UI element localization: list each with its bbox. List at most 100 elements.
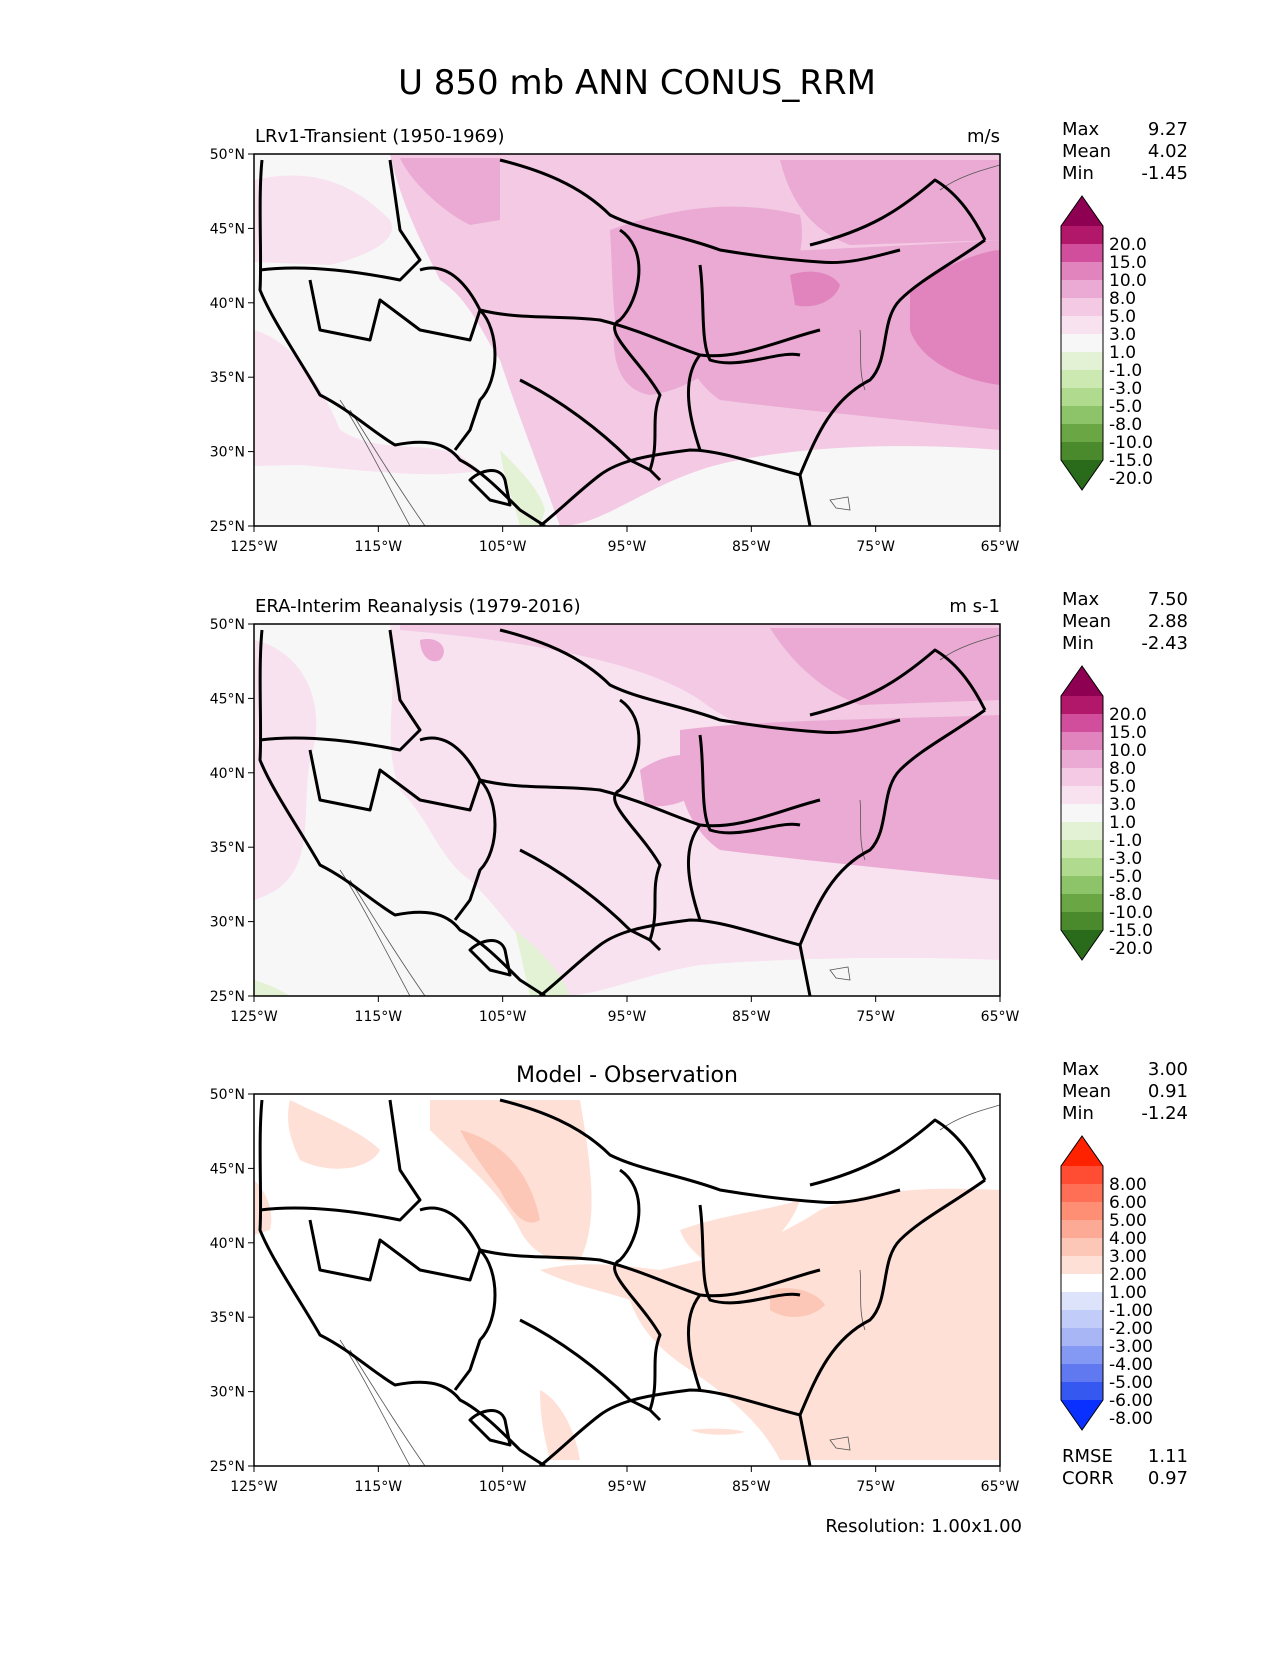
colorbar-segment [1061, 370, 1103, 388]
colorbar-segment [1061, 1184, 1103, 1202]
lat-label: 50°N [210, 1087, 245, 1103]
lon-label: 125°W [230, 539, 278, 555]
lat-label: 35°N [210, 840, 245, 856]
colorbar-label: -1.0 [1109, 361, 1142, 381]
corr-label: CORR [1062, 1468, 1114, 1489]
colorbar-segment [1061, 1166, 1103, 1184]
stat-value: -1.24 [1141, 1103, 1188, 1124]
colorbar-label: 15.0 [1109, 253, 1147, 273]
lon-label: 85°W [732, 539, 771, 555]
rmse-label: RMSE [1062, 1446, 1113, 1467]
stat-label: Min [1062, 163, 1094, 184]
colorbar-segment [1061, 352, 1103, 370]
panel-1-axes: 50°N 45°N 40°N 35°N 30°N 25°N 125°W 115°W 105°W 9… [210, 147, 1020, 555]
colorbar-segment [1061, 804, 1103, 822]
colorbar-label: -8.00 [1109, 1409, 1153, 1429]
colorbar-segment [1061, 1310, 1103, 1328]
figure-title: U 850 mb ANN CONUS_RRM [398, 63, 876, 103]
lon-label: 95°W [608, 1479, 647, 1495]
colorbar-segment [1061, 226, 1103, 244]
colorbar-label: -10.0 [1109, 903, 1153, 923]
lon-label: 65°W [981, 1479, 1020, 1495]
colorbar-label: 5.0 [1109, 307, 1136, 327]
resolution-note: Resolution: 1.00x1.00 [825, 1516, 1022, 1537]
panel-1-map [254, 154, 1000, 526]
stat-value: 9.27 [1148, 119, 1188, 140]
colorbar-label: -20.0 [1109, 939, 1153, 959]
colorbar-label: 5.0 [1109, 777, 1136, 797]
stat-value: 7.50 [1148, 589, 1188, 610]
panel-2-contours [254, 624, 1000, 996]
lat-label: 35°N [210, 370, 245, 386]
lon-label: 65°W [981, 539, 1020, 555]
colorbar-segment [1061, 858, 1103, 876]
colorbar-extend-max [1061, 196, 1103, 226]
colorbar-segment [1061, 876, 1103, 894]
lon-label: 105°W [479, 1009, 527, 1025]
stat-label: Min [1062, 633, 1094, 654]
colorbar-segment [1061, 442, 1103, 460]
colorbar-segment [1061, 406, 1103, 424]
colorbar-extend-min [1061, 1400, 1103, 1430]
stat-label: Mean [1062, 1081, 1111, 1102]
panel-1-contours [254, 154, 1000, 526]
stat-label: Max [1062, 589, 1100, 610]
colorbar-segment [1061, 298, 1103, 316]
colorbar-label: -5.0 [1109, 867, 1142, 887]
colorbar-segment [1061, 750, 1103, 768]
panel-3-axes: 50°N 45°N 40°N 35°N 30°N 25°N 125°W 115°W 105°W 9… [210, 1087, 1020, 1495]
colorbar-label: -3.0 [1109, 379, 1142, 399]
lon-label: 105°W [479, 1479, 527, 1495]
panel-2-map [254, 624, 1000, 996]
lon-label: 125°W [230, 1479, 278, 1495]
colorbar-segment [1061, 316, 1103, 334]
colorbar-outline [1060, 1135, 1104, 1431]
stat-value: 0.91 [1148, 1081, 1188, 1102]
colorbar-segment [1061, 1202, 1103, 1220]
lat-label: 45°N [210, 1161, 245, 1177]
colorbar-label: -1.0 [1109, 831, 1142, 851]
colorbar-label: -15.0 [1109, 451, 1153, 471]
colorbar-segment [1061, 1274, 1103, 1292]
colorbar-segment [1061, 1328, 1103, 1346]
lon-label: 115°W [355, 1009, 403, 1025]
stat-label: Mean [1062, 141, 1111, 162]
panel-1-title: LRv1-Transient (1950-1969) [255, 126, 504, 147]
lon-label: 105°W [479, 539, 527, 555]
colorbar-segment [1061, 1238, 1103, 1256]
colorbar-segment [1061, 732, 1103, 750]
stat-label: Min [1062, 1103, 1094, 1124]
lat-label: 25°N [210, 519, 245, 535]
rmse-value: 1.11 [1148, 1446, 1188, 1467]
colorbar-extend-min [1061, 460, 1103, 490]
lat-label: 30°N [210, 1385, 245, 1401]
lon-label: 95°W [608, 1009, 647, 1025]
colorbar-segment [1061, 912, 1103, 930]
colorbar-outline [1060, 195, 1104, 491]
colorbar-segment [1061, 786, 1103, 804]
colorbar-outline [1060, 665, 1104, 961]
colorbar-label: 10.0 [1109, 271, 1147, 291]
colorbar-label: 6.00 [1109, 1193, 1147, 1213]
panel-3-map [254, 1094, 1000, 1466]
colorbar-segment [1061, 822, 1103, 840]
panel-3-title: Model - Observation [516, 1063, 738, 1088]
lat-label: 50°N [210, 147, 245, 163]
colorbar-label: -4.00 [1109, 1355, 1153, 1375]
colorbar-label: -3.0 [1109, 849, 1142, 869]
lon-label: 95°W [608, 539, 647, 555]
panel-2-stats: Max 7.50 Mean 2.88 Min -2.43 [1062, 589, 1188, 654]
colorbar-label: -2.00 [1109, 1319, 1153, 1339]
colorbar-segment [1061, 388, 1103, 406]
colorbar-segment [1061, 696, 1103, 714]
lat-label: 45°N [210, 221, 245, 237]
colorbar-segment [1061, 1220, 1103, 1238]
lat-label: 35°N [210, 1310, 245, 1326]
lat-label: 30°N [210, 445, 245, 461]
panel-1-stats: Max 9.27 Mean 4.02 Min -1.45 [1062, 119, 1188, 184]
colorbar-extend-max [1061, 666, 1103, 696]
colorbar-segment [1061, 1364, 1103, 1382]
colorbar-segment [1061, 1346, 1103, 1364]
colorbar-segment [1061, 894, 1103, 912]
colorbar-segment [1061, 244, 1103, 262]
